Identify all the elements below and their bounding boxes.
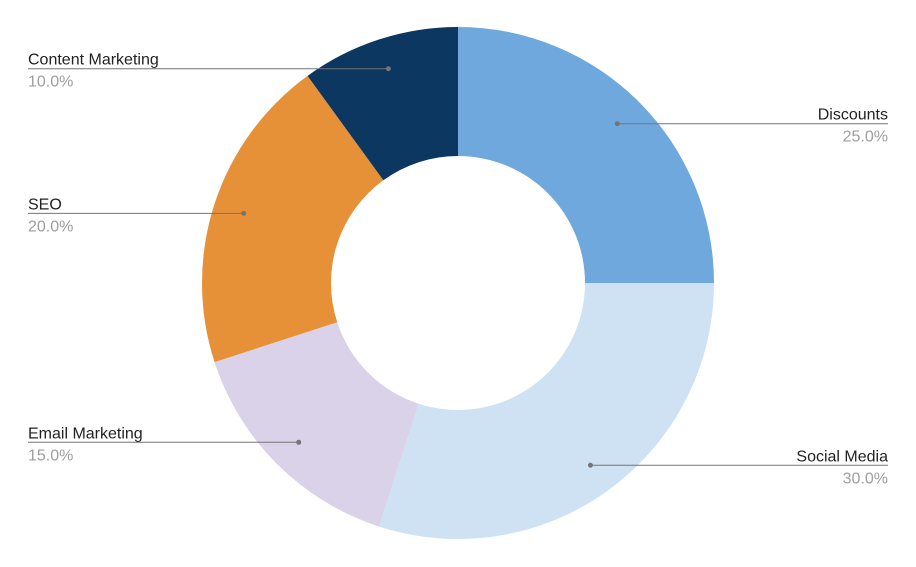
slice-seo (201, 75, 384, 363)
leader-dot-discounts (614, 121, 620, 127)
leader-dot-content-marketing (385, 66, 391, 72)
value-label-discounts: 25.0% (843, 129, 888, 146)
value-label-email-marketing: 15.0% (28, 447, 73, 464)
slice-email-marketing (214, 322, 419, 527)
label-seo: SEO (28, 196, 62, 213)
labels-group: Discounts 25.0% Social Media 30.0% Email Mar… (28, 52, 888, 487)
value-label-seo: 20.0% (28, 218, 73, 235)
label-content-marketing: Content Marketing (28, 52, 159, 69)
value-label-social-media: 30.0% (843, 470, 888, 487)
leader-dot-email-marketing (296, 439, 302, 445)
label-email-marketing: Email Marketing (28, 425, 143, 442)
label-discounts: Discounts (818, 107, 888, 124)
slice-content-marketing (307, 27, 458, 181)
slice-social-media (378, 283, 714, 539)
value-label-content-marketing: 10.0% (28, 74, 73, 91)
leader-dot-social-media (587, 462, 593, 468)
label-social-media: Social Media (796, 448, 888, 465)
slices-group (201, 27, 714, 539)
leader-dot-seo (241, 210, 247, 216)
slice-discounts (458, 27, 714, 283)
